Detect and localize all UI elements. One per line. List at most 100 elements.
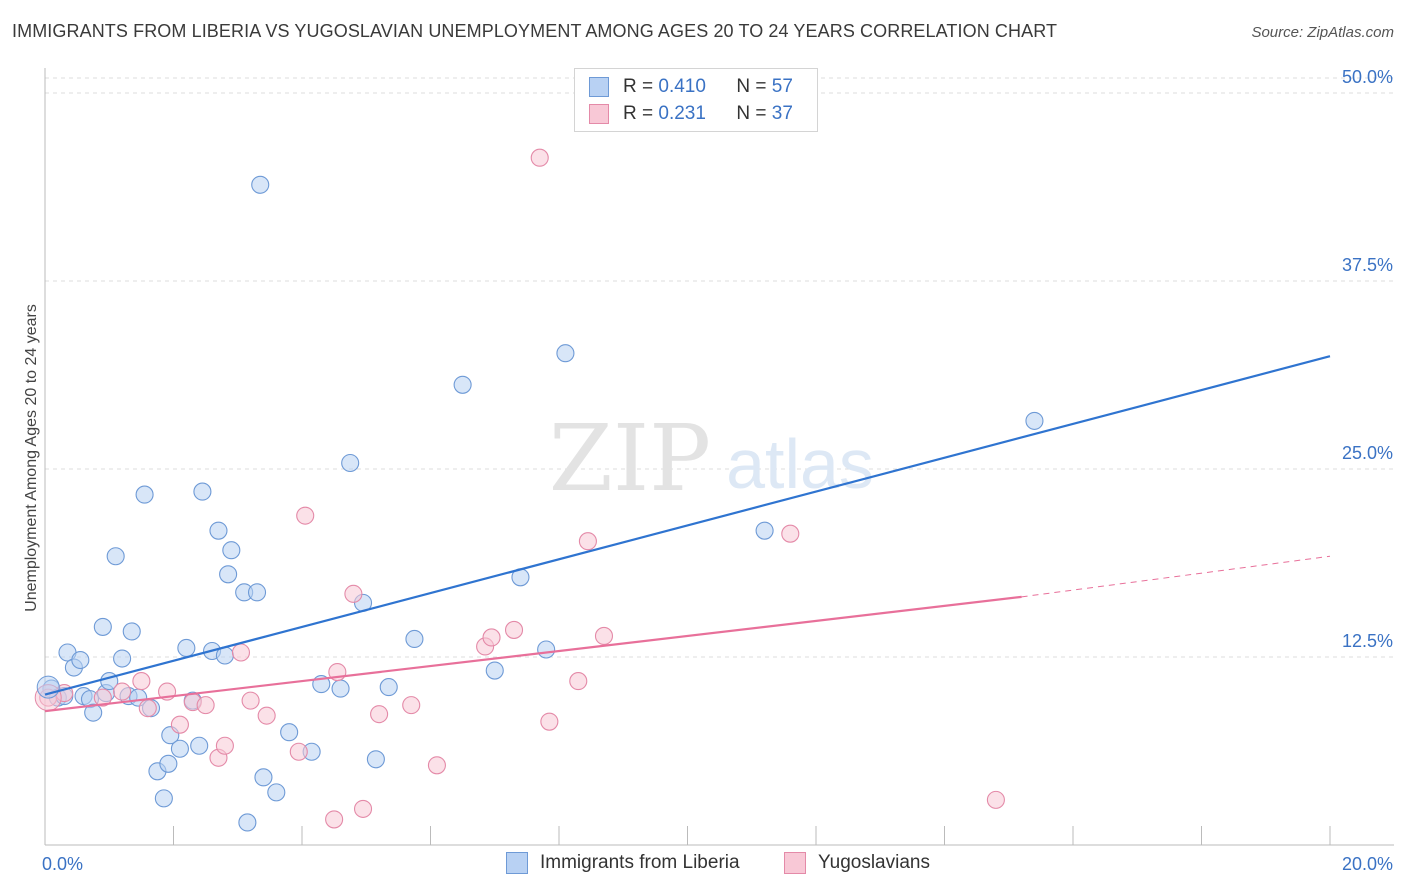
bottom-legend: Immigrants from Liberia Yugoslavians — [0, 852, 1406, 878]
yugoslavian-point — [530, 148, 549, 167]
y-tick-label: 12.5% — [1342, 631, 1393, 651]
liberia-point — [154, 789, 173, 808]
y-tick-label: 37.5% — [1342, 255, 1393, 275]
liberia-point — [219, 565, 238, 584]
legend-swatch-pink — [589, 104, 609, 124]
legend-r-label: R = — [623, 103, 654, 124]
correlation-legend: R = 0.410 N = 57 R = 0.231 N = 37 — [574, 68, 818, 132]
y-axis-label: Unemployment Among Ages 20 to 24 years — [23, 304, 40, 612]
legend-r-value-liberia: 0.410 — [658, 76, 706, 97]
legend-n-label: N = — [736, 103, 767, 124]
bottom-legend-swatch-pink — [784, 852, 806, 874]
yugoslavian-point — [482, 628, 501, 647]
bottom-legend-swatch-blue — [506, 852, 528, 874]
liberia-point — [170, 739, 189, 758]
yugoslavian-point — [138, 699, 157, 718]
yugoslavian-point — [540, 712, 559, 731]
liberia-point — [222, 541, 241, 560]
liberia-point — [177, 638, 196, 658]
yugoslavian-point — [504, 620, 524, 639]
watermark-zip: ZIP — [549, 405, 711, 512]
yugoslavian-trend-extension — [1021, 555, 1331, 598]
y-tick-label: 25.0% — [1342, 443, 1393, 463]
yugoslavian-point — [370, 705, 389, 724]
liberia-point — [84, 703, 103, 722]
liberia-point — [366, 750, 385, 769]
yugoslavian-point — [241, 691, 260, 710]
liberia-trend-line — [44, 355, 1331, 696]
trend-layer — [44, 355, 1331, 713]
liberia-point — [113, 649, 132, 668]
liberia-point — [251, 175, 270, 194]
liberia-point — [135, 485, 154, 504]
watermark: ZIP atlas — [549, 405, 874, 512]
liberia-point — [556, 344, 575, 363]
source-label: Source: ZipAtlas.com — [1251, 24, 1394, 41]
legend-swatch-blue — [589, 77, 609, 97]
liberia-point — [238, 813, 257, 832]
legend-n-value-yugoslavians: 37 — [771, 103, 793, 124]
yugoslavian-point — [196, 696, 215, 715]
liberia-point — [267, 783, 286, 802]
legend-n-label: N = — [736, 76, 767, 97]
yugoslavian-point — [257, 706, 276, 725]
liberia-point — [193, 482, 212, 501]
yugoslavian-point — [215, 736, 234, 755]
liberia-point — [190, 736, 209, 755]
liberia-point — [755, 521, 774, 540]
yugoslavian-point — [402, 696, 421, 715]
yugoslavian-point — [427, 756, 446, 775]
y-tick-label: 50.0% — [1342, 67, 1393, 87]
yugoslavian-point — [325, 810, 344, 829]
liberia-point — [537, 640, 556, 659]
yugoslavian-point — [93, 688, 112, 707]
bottom-legend-label-yugoslavians: Yugoslavians — [818, 852, 930, 873]
bottom-legend-label-liberia: Immigrants from Liberia — [540, 852, 740, 873]
liberia-point — [1025, 411, 1044, 430]
liberia-point — [254, 768, 273, 787]
yugoslavian-point — [781, 524, 800, 543]
liberia-point — [331, 679, 350, 698]
liberia-point — [485, 661, 504, 680]
liberia-point — [93, 617, 112, 636]
liberia-point — [379, 678, 398, 697]
legend-n-value-liberia: 57 — [771, 76, 793, 97]
liberia-point — [280, 723, 299, 742]
points-layer — [34, 148, 1044, 832]
liberia-point — [209, 521, 228, 540]
x-tick-label: 0.0% — [42, 854, 83, 874]
yugoslavian-point — [170, 715, 189, 734]
yugoslavian-point — [594, 626, 614, 646]
liberia-point — [341, 453, 360, 473]
legend-r-label: R = — [623, 76, 654, 97]
axis-layer: 12.5% 25.0% 37.5% 50.0% 0.0% 20.0% — [42, 67, 1394, 874]
legend-row-liberia: R = 0.410 N = 57 — [589, 75, 793, 99]
legend-row-yugoslavians: R = 0.231 N = 37 — [589, 102, 793, 126]
watermark-atlas: atlas — [726, 425, 874, 503]
yugoslavian-point — [353, 799, 373, 818]
yugoslavian-point — [986, 790, 1005, 809]
yugoslavian-point — [569, 672, 588, 691]
liberia-point — [247, 583, 267, 602]
yugoslavian-point — [296, 506, 315, 525]
yugoslavian-point — [289, 742, 308, 761]
liberia-point — [106, 547, 125, 566]
yugoslavian-point — [578, 532, 597, 551]
bottom-legend-liberia[interactable]: Immigrants from Liberia — [506, 852, 740, 874]
yugoslavian-point — [344, 584, 363, 603]
yugoslavian-point — [132, 672, 151, 691]
liberia-point — [122, 622, 141, 641]
bottom-legend-yugoslavians[interactable]: Yugoslavians — [784, 852, 930, 874]
yugoslavian-point — [113, 682, 132, 701]
liberia-point — [453, 375, 472, 394]
grid-layer — [45, 77, 1394, 658]
liberia-point — [159, 754, 178, 773]
liberia-point — [405, 629, 424, 649]
chart-title: IMMIGRANTS FROM LIBERIA VS YUGOSLAVIAN U… — [12, 21, 1058, 41]
x-tick-label: 20.0% — [1342, 854, 1393, 874]
liberia-point — [71, 650, 90, 670]
yugoslavian-trend-line — [44, 595, 1022, 713]
legend-r-value-yugoslavians: 0.231 — [658, 103, 706, 124]
yugoslavian-point — [231, 643, 251, 662]
